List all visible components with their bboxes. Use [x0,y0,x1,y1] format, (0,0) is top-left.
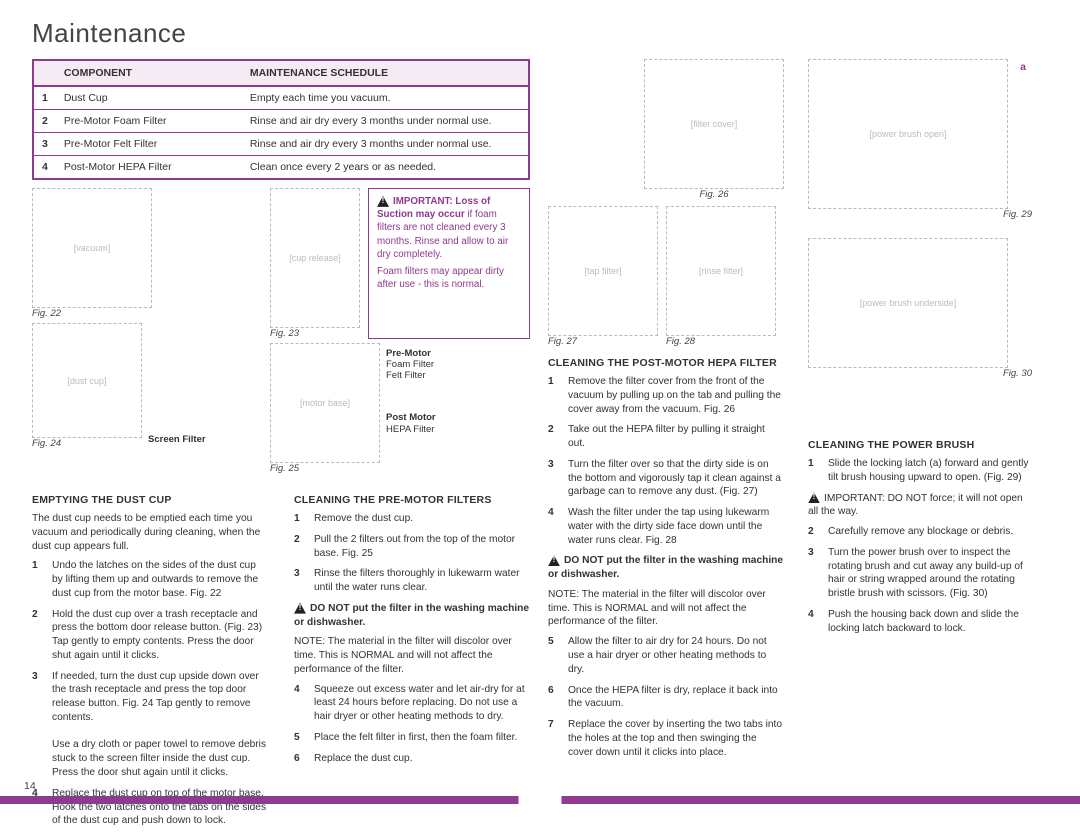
table-row: 2Pre-Motor Foam FilterRinse and air dry … [34,110,528,133]
page-number: 14 [24,780,36,792]
postmotor-label: Post Motor [386,413,436,423]
step-text: Once the HEPA filter is dry, replace it … [568,684,784,712]
fig-caption: Fig. 27 [548,336,658,347]
th-schedule: MAINTENANCE SCHEDULE [242,61,528,86]
step-text: Replace the dust cup. [314,752,413,766]
note-para: NOTE: The material in the filter will di… [294,635,530,676]
warning-icon: ! [808,492,820,503]
step-text: Turn the power brush over to inspect the… [828,546,1032,601]
warning-icon: ! [548,555,560,566]
fig-caption: Fig. 24 [32,438,142,449]
step-text: Replace the cover by inserting the two t… [568,718,784,759]
hepa-filter-label: HEPA Filter [386,424,436,435]
fig-26-icon: [filter cover] [644,59,784,189]
fig-29-icon: [power brush open] [808,59,1008,209]
step-text: Squeeze out excess water and let air-dry… [314,683,530,724]
fig-caption: Fig. 30 [808,368,1032,379]
fig-25-icon: [motor base] [270,343,380,463]
fig-caption: Fig. 22 [32,308,270,319]
fig-caption: Fig. 29 [808,209,1032,220]
fig-23-icon: [cup release] [270,188,360,328]
warn-para: !DO NOT put the filter in the washing ma… [294,602,530,630]
warn-para: !IMPORTANT: DO NOT force; it will not op… [808,492,1032,520]
fig-caption: Fig. 26 [644,189,784,200]
step-text: Rinse the filters thoroughly in lukewarm… [314,567,530,595]
felt-filter-label: Felt Filter [386,370,436,381]
table-row: 4Post-Motor HEPA FilterClean once every … [34,156,528,179]
step-text: Push the housing back down and slide the… [828,608,1032,636]
fig-22-icon: [vacuum] [32,188,152,308]
fig-caption: Fig. 28 [666,336,776,347]
foam-filter-label: Foam Filter [386,359,436,370]
footer-bar [0,796,1080,804]
table-row: 1Dust CupEmpty each time you vacuum. [34,86,528,110]
step-text: Remove the filter cover from the front o… [568,375,784,416]
a-marker-label: a [1020,61,1026,73]
section-head-brush: CLEANING THE POWER BRUSH [808,439,1032,451]
step-text: Pull the 2 filters out from the top of t… [314,533,530,561]
important-box: !IMPORTANT: Loss of Suction may occur if… [368,188,530,339]
section-head-pre: CLEANING THE PRE-MOTOR FILTERS [294,494,530,506]
step-text: Remove the dust cup. [314,512,413,526]
fig-27-icon: [tap filter] [548,206,658,336]
premotor-label: Pre-Motor [386,349,436,359]
step-text: If needed, turn the dust cup upside down… [52,670,268,780]
section-head-hepa: CLEANING THE POST-MOTOR HEPA FILTER [548,357,784,369]
table-row: 3Pre-Motor Felt FilterRinse and air dry … [34,133,528,156]
step-text: Take out the HEPA filter by pulling it s… [568,423,784,451]
step-text: Carefully remove any blockage or debris. [828,525,1013,539]
page-title: Maintenance [32,18,1052,49]
screen-filter-label: Screen Filter [148,435,206,445]
intro-para: The dust cup needs to be emptied each ti… [32,512,268,553]
maintenance-table: COMPONENT MAINTENANCE SCHEDULE 1Dust Cup… [32,59,530,180]
fig-28-icon: [rinse filter] [666,206,776,336]
step-text: Hold the dust cup over a trash receptacl… [52,608,268,663]
fig-caption: Fig. 23 [270,328,360,339]
warning-icon: ! [294,603,306,614]
note-para: NOTE: The material in the filter will di… [548,588,784,629]
fig-30-icon: [power brush underside] [808,238,1008,368]
step-text: Turn the filter over so that the dirty s… [568,458,784,499]
step-text: Allow the filter to air dry for 24 hours… [568,635,784,676]
warning-icon: ! [377,196,389,207]
fig-caption: Fig. 25 [270,463,380,474]
step-text: Wash the filter under the tap using luke… [568,506,784,547]
step-text: Slide the locking latch (a) forward and … [828,457,1032,485]
warn-para: !DO NOT put the filter in the washing ma… [548,554,784,582]
step-text: Place the felt filter in first, then the… [314,731,517,745]
section-head-empty: EMPTYING THE DUST CUP [32,494,268,506]
th-component: COMPONENT [56,61,242,86]
step-text: Undo the latches on the sides of the dus… [52,559,268,600]
fig-24-icon: [dust cup] [32,323,142,438]
